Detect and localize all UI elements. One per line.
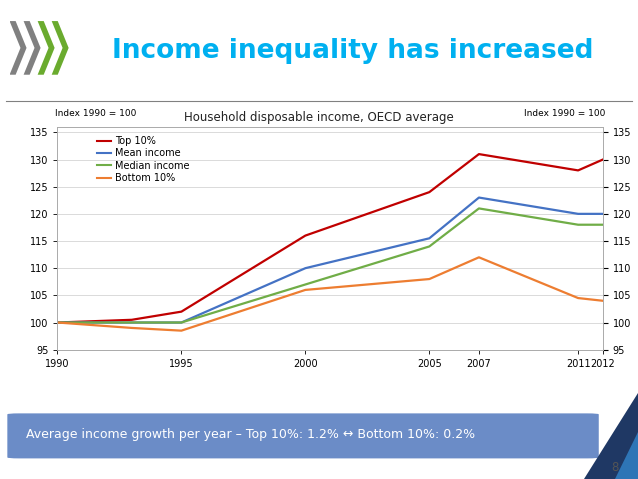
Polygon shape: [38, 21, 55, 75]
Text: Average income growth per year – Top 10%: 1.2% ↔ Bottom 10%: 0.2%: Average income growth per year – Top 10%…: [26, 428, 475, 442]
Text: Income inequality has increased: Income inequality has increased: [112, 37, 593, 64]
Text: Index 1990 = 100: Index 1990 = 100: [524, 109, 605, 118]
Polygon shape: [615, 432, 638, 479]
Legend: Top 10%, Mean income, Median income, Bottom 10%: Top 10%, Mean income, Median income, Bot…: [95, 134, 192, 185]
Polygon shape: [584, 393, 638, 479]
Polygon shape: [24, 21, 41, 75]
FancyBboxPatch shape: [8, 413, 598, 458]
Text: 8: 8: [611, 461, 619, 474]
Polygon shape: [10, 21, 27, 75]
Polygon shape: [52, 21, 69, 75]
Text: Index 1990 = 100: Index 1990 = 100: [55, 109, 136, 118]
Text: Household disposable income, OECD average: Household disposable income, OECD averag…: [184, 111, 454, 124]
